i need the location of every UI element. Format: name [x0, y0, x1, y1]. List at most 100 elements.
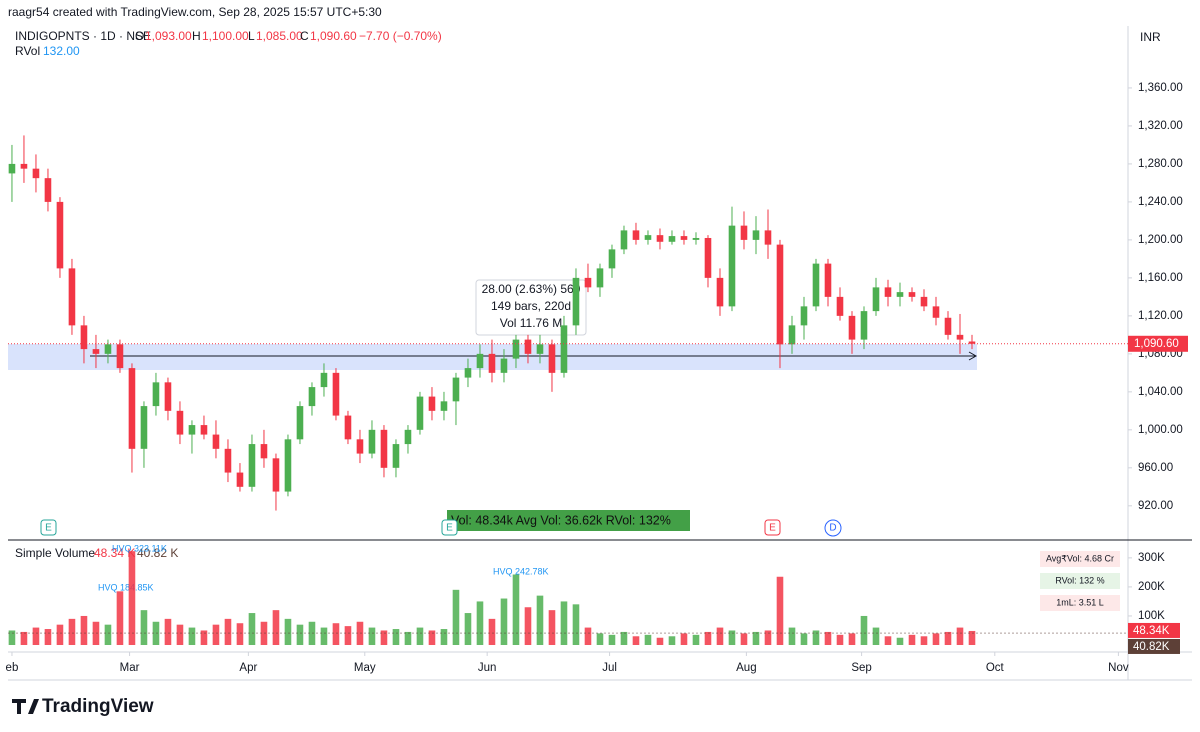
candle-body — [224, 448, 232, 473]
volume-bar — [380, 630, 388, 645]
volume-bar — [800, 633, 808, 645]
candle-body — [68, 268, 76, 326]
stat: Avg₹Vol: 4.68 Cr — [1046, 553, 1114, 563]
volume-bar — [548, 610, 556, 645]
event: E — [769, 523, 776, 534]
hvq-label: HVQ 323.11K — [112, 543, 167, 553]
candle-body — [692, 237, 700, 240]
volume-bar — [104, 624, 112, 645]
volume-bar — [56, 624, 64, 645]
x-tick-label: May — [354, 662, 376, 674]
volume-bar — [128, 551, 136, 645]
volume-bar — [644, 634, 652, 645]
volume-bar — [944, 631, 952, 645]
volume-bar — [560, 601, 568, 645]
candle-body — [464, 368, 472, 378]
y-tick-label: 960.00 — [1138, 462, 1173, 474]
candle-body — [404, 429, 412, 445]
volume-bar — [248, 613, 256, 645]
volume-bar — [920, 636, 928, 645]
volume-bar — [296, 624, 304, 645]
candle-body — [476, 353, 484, 369]
volume-bar — [692, 634, 700, 645]
candle-body — [608, 249, 616, 269]
candle-body — [416, 396, 424, 430]
y-tick-label: 1,000.00 — [1138, 424, 1183, 436]
volume-bar — [740, 633, 748, 645]
candle-body — [968, 341, 976, 344]
volume-bar — [428, 630, 436, 645]
price-tag — [1128, 335, 1188, 352]
y-tick-label: 1,240.00 — [1138, 196, 1183, 208]
volume-bar — [596, 633, 604, 645]
candle-body — [668, 236, 676, 242]
candle-body — [872, 287, 880, 312]
volume-bar — [728, 630, 736, 645]
candle-body — [164, 382, 172, 411]
x-tick-label: Oct — [986, 662, 1005, 674]
volume-bar — [284, 618, 292, 645]
legend-item: C — [300, 29, 309, 43]
candle-body — [920, 296, 928, 307]
candle-body — [560, 325, 568, 373]
candle-body — [812, 263, 820, 307]
legend-item: 1,085.00 — [256, 29, 303, 43]
volume-bar — [620, 631, 628, 645]
candle-body — [500, 358, 508, 373]
candle-body — [260, 444, 268, 459]
volume-bar — [32, 627, 40, 645]
volume-bar — [356, 621, 364, 645]
candle-body — [320, 372, 328, 388]
volume-bar — [536, 595, 544, 645]
candle-body — [740, 225, 748, 240]
volume-bar — [572, 604, 580, 645]
legend-item: 1,100.00 — [202, 29, 249, 43]
volume-bar — [188, 627, 196, 645]
volume-bar — [116, 591, 124, 645]
volume-bar — [332, 623, 340, 645]
volume-tag — [1128, 622, 1180, 638]
volume-bar — [824, 631, 832, 645]
candle-body — [932, 306, 940, 318]
volume-bar — [260, 621, 268, 645]
candle-body — [824, 263, 832, 297]
volume-bar — [896, 637, 904, 645]
volume-bar — [776, 576, 784, 645]
candle-body — [104, 344, 112, 354]
legend-item: 132.00 — [43, 44, 80, 58]
x-tick-label: Nov — [1108, 662, 1129, 674]
y-tick-label: 920.00 — [1138, 500, 1173, 512]
y-tick-label: 1,320.00 — [1138, 120, 1183, 132]
volume-bar — [884, 636, 892, 645]
volume-bar — [968, 630, 976, 645]
candle-body — [344, 415, 352, 440]
volume-bar — [44, 629, 52, 645]
volume-bar — [752, 631, 760, 645]
candle-body — [44, 178, 52, 202]
candle-body — [680, 236, 688, 240]
candle-body — [152, 382, 160, 407]
legend-item: L — [248, 29, 255, 43]
y-tick-label: 1,360.00 — [1138, 82, 1183, 94]
candle-body — [644, 235, 652, 240]
volume-bar — [932, 633, 940, 645]
candle-body — [656, 235, 664, 242]
volume-bar — [908, 634, 916, 645]
candle-body — [188, 425, 196, 435]
volume-tag-label: 48.34K — [1133, 625, 1170, 637]
measure-box — [475, 279, 587, 336]
volume-title: Simple Volume — [15, 546, 95, 560]
volume-bar — [584, 627, 592, 645]
volume-bar — [764, 630, 772, 645]
candle-body — [908, 292, 916, 297]
measure-text: 28.00 (2.63%) 560 — [482, 282, 581, 296]
event: E — [446, 523, 453, 534]
volume-bar — [488, 618, 496, 645]
y-tick-label: 200K — [1138, 581, 1165, 593]
volume-bar — [152, 621, 160, 645]
stat-box — [1040, 573, 1120, 589]
candle-body — [248, 444, 256, 487]
volume-bar — [224, 618, 232, 645]
event: D — [829, 523, 836, 534]
